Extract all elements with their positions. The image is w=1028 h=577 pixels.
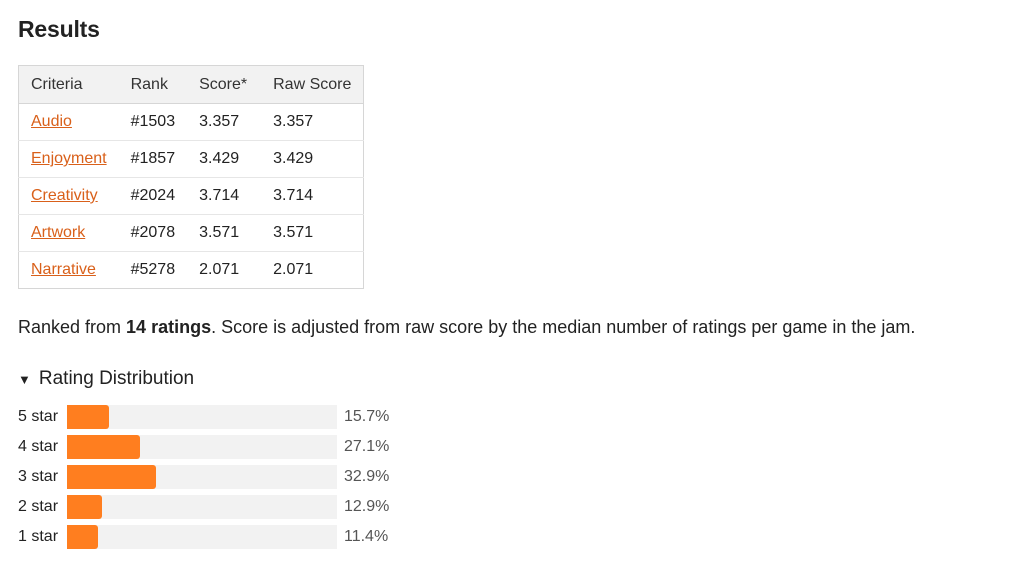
rank-cell: #5278 (130, 261, 176, 278)
criteria-link-audio[interactable]: Audio (31, 113, 72, 130)
results-title: Results (18, 16, 100, 42)
raw-score-cell: 3.714 (261, 177, 364, 215)
bar-track (67, 435, 337, 459)
criteria-link-artwork[interactable]: Artwork (31, 224, 86, 241)
star-label: 2 star (18, 498, 59, 515)
bar-track (67, 405, 337, 429)
criteria-link-enjoyment[interactable]: Enjoyment (31, 150, 107, 167)
ratings-count: 14 ratings (126, 317, 212, 337)
criteria-cell: Audio (18, 103, 119, 141)
criteria-link-creativity[interactable]: Creativity (31, 187, 98, 204)
criteria-cell: Enjoyment (18, 140, 119, 178)
criteria-link-narrative[interactable]: Narrative (31, 261, 96, 278)
table-row: Enjoyment #1857 3.429 3.429 (18, 140, 364, 178)
distribution-row: 3 star 32.9% (18, 462, 1028, 492)
results-table: Criteria Rank Score* Raw Score Audio #15… (18, 65, 365, 289)
triangle-down-icon: ▼ (18, 371, 31, 387)
summary-prefix: Ranked from (18, 317, 127, 337)
header-criteria: Criteria (18, 65, 119, 104)
bar-fill (67, 435, 141, 459)
bar-track (67, 465, 337, 489)
summary-suffix: . Score is adjusted from raw score by th… (211, 317, 916, 337)
table-row: Narrative #5278 2.071 2.071 (19, 252, 364, 289)
distribution-row: 1 star 11.4% (18, 522, 1028, 552)
score-cell: 3.714 (187, 177, 262, 215)
bar-fill (67, 525, 98, 549)
distribution-row: 2 star 12.9% (18, 492, 1028, 522)
score-cell: 3.429 (187, 140, 262, 178)
bar-fill (67, 465, 156, 489)
star-label: 1 star (18, 528, 59, 545)
header-score: Score* (187, 65, 262, 104)
star-label: 3 star (18, 468, 59, 485)
bar-track (67, 495, 337, 519)
raw-score-cell: 3.429 (261, 140, 364, 178)
rank-cell: #1857 (118, 140, 188, 178)
criteria-cell: Narrative (19, 252, 119, 289)
bar-fill (67, 495, 102, 519)
star-label: 4 star (18, 438, 59, 455)
bar-track (67, 525, 337, 549)
rating-distribution-label: Rating Distribution (38, 368, 195, 389)
rank-cell: #2078 (118, 214, 188, 252)
criteria-cell: Creativity (18, 177, 119, 215)
table-row: Creativity #2024 3.714 3.714 (18, 177, 364, 215)
score-cell: 2.071 (199, 261, 240, 278)
header-raw-score: Raw Score (261, 65, 364, 104)
percent-label: 11.4% (344, 528, 389, 545)
table-row: Audio #1503 3.357 3.357 (18, 103, 364, 141)
score-cell: 3.571 (187, 214, 262, 252)
percent-label: 27.1% (344, 438, 390, 455)
header-rank: Rank (118, 65, 188, 104)
criteria-cell: Artwork (18, 214, 119, 252)
rating-distribution: 5 star 15.7% 4 star 27.1% 3 star 32.9% 2… (18, 402, 1028, 552)
percent-label: 15.7% (344, 408, 390, 425)
rank-cell: #2024 (118, 177, 188, 215)
table-row: Artwork #2078 3.571 3.571 (18, 214, 364, 252)
rank-cell: #1503 (118, 103, 188, 141)
percent-label: 12.9% (344, 498, 390, 515)
rating-distribution-toggle[interactable]: ▼ Rating Distribution (18, 368, 1028, 390)
results-section: Results Criteria Rank Score* Raw Score A… (18, 16, 1028, 552)
raw-score-cell: 3.571 (261, 214, 364, 252)
distribution-row: 4 star 27.1% (18, 432, 1028, 462)
raw-score-cell: 2.071 (273, 261, 314, 278)
raw-score-cell: 3.357 (261, 103, 364, 141)
bar-fill (67, 405, 110, 429)
star-label: 5 star (18, 408, 59, 425)
table-header-row: Criteria Rank Score* Raw Score (18, 65, 364, 104)
distribution-row: 5 star 15.7% (18, 402, 1028, 432)
ratings-summary: Ranked from 14 ratings. Score is adjuste… (18, 317, 1028, 338)
score-cell: 3.357 (187, 103, 262, 141)
percent-label: 32.9% (344, 468, 390, 485)
